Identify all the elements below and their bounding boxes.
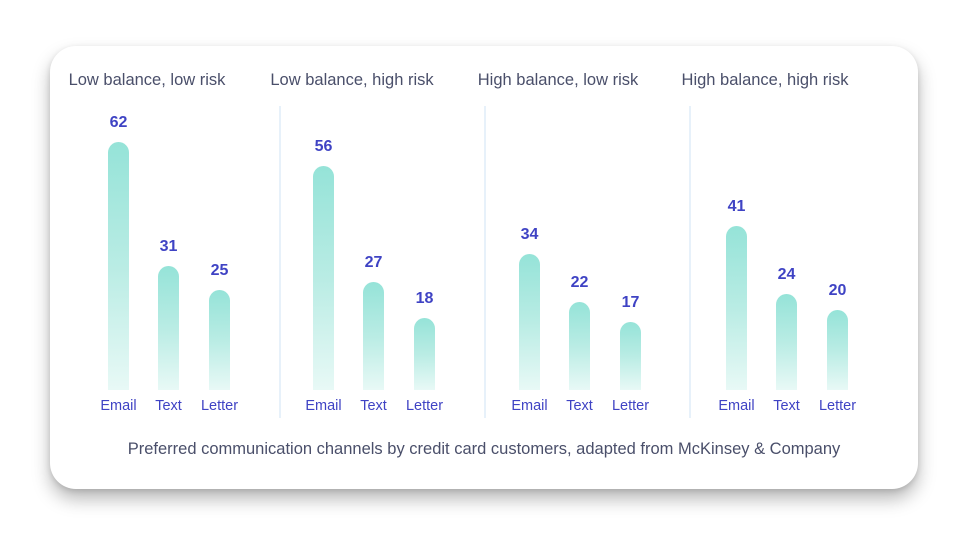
chart-panel-4: High balance, high risk 41 Email 24 Text 20 Le… bbox=[662, 46, 868, 489]
bar-value-label: 34 bbox=[520, 226, 539, 243]
panel-divider bbox=[484, 106, 486, 418]
bar-value-label: 27 bbox=[364, 254, 383, 271]
bar-value-label: 31 bbox=[159, 238, 178, 255]
chart-panel-1: Low balance, low risk 62 Email 31 Text 25 Lett… bbox=[44, 46, 250, 489]
panel-title: Low balance, high risk bbox=[270, 71, 434, 89]
category-label: Letter bbox=[405, 398, 444, 414]
bar-letter bbox=[209, 290, 230, 390]
panel-divider bbox=[689, 106, 691, 418]
panel-title: High balance, low risk bbox=[477, 71, 639, 89]
category-label: Email bbox=[511, 398, 548, 414]
category-label: Email bbox=[718, 398, 755, 414]
bar-value-label: 24 bbox=[777, 266, 796, 283]
bar-text bbox=[569, 302, 590, 390]
bar-email bbox=[313, 166, 334, 390]
bar-value-label: 62 bbox=[109, 114, 128, 131]
bar-text bbox=[363, 282, 384, 390]
chart-panel-2: Low balance, high risk 56 Email 27 Text 18 Let… bbox=[249, 46, 455, 489]
bar-letter bbox=[827, 310, 848, 390]
category-label: Email bbox=[100, 398, 137, 414]
bar-letter bbox=[620, 322, 641, 390]
category-label: Text bbox=[360, 398, 387, 414]
category-label: Letter bbox=[818, 398, 857, 414]
bar-email bbox=[519, 254, 540, 390]
category-label: Letter bbox=[200, 398, 239, 414]
bar-value-label: 25 bbox=[210, 262, 229, 279]
bar-value-label: 56 bbox=[314, 138, 333, 155]
category-label: Letter bbox=[611, 398, 650, 414]
category-label: Text bbox=[155, 398, 182, 414]
category-label: Text bbox=[566, 398, 593, 414]
bar-text bbox=[776, 294, 797, 390]
bar-text bbox=[158, 266, 179, 390]
chart-panel-3: High balance, low risk 34 Email 22 Text 17 Let… bbox=[455, 46, 661, 489]
panel-title: High balance, high risk bbox=[681, 71, 849, 89]
bar-email bbox=[726, 226, 747, 390]
category-label: Email bbox=[305, 398, 342, 414]
panel-divider bbox=[279, 106, 281, 418]
bar-value-label: 20 bbox=[828, 282, 847, 299]
panel-title: Low balance, low risk bbox=[68, 71, 226, 89]
category-label: Text bbox=[773, 398, 800, 414]
bar-value-label: 41 bbox=[727, 198, 746, 215]
bar-value-label: 17 bbox=[621, 294, 640, 311]
bar-letter bbox=[414, 318, 435, 390]
bar-value-label: 22 bbox=[570, 274, 589, 291]
chart-card: Low balance, low risk 62 Email 31 Text 25 Lett… bbox=[50, 46, 918, 489]
chart-caption: Preferred communication channels by cred… bbox=[127, 440, 841, 458]
bar-value-label: 18 bbox=[415, 290, 434, 307]
bar-email bbox=[108, 142, 129, 390]
